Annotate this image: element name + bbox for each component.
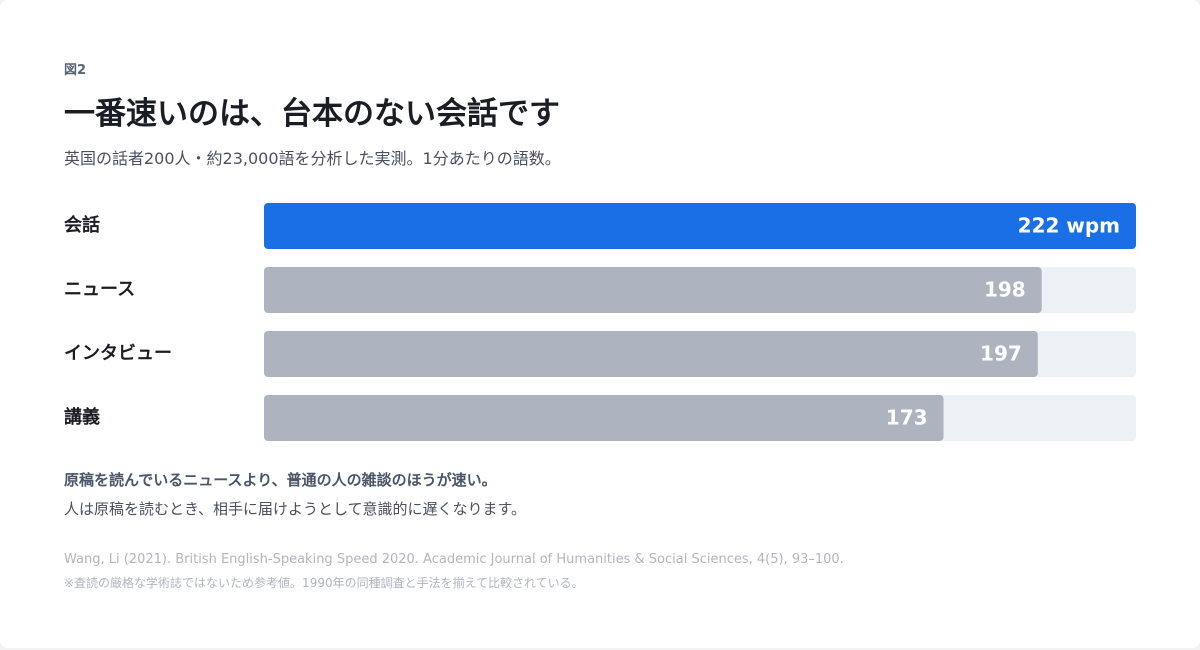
bar bbox=[264, 395, 944, 441]
category-label: インタビュー bbox=[64, 343, 172, 364]
bar bbox=[264, 331, 1038, 377]
note: ※査読の厳格な学術誌ではないため参考値。1990年の同種調査と手法を揃えて比較さ… bbox=[64, 576, 584, 590]
value-label: 197 bbox=[980, 342, 1022, 366]
bar bbox=[264, 203, 1136, 249]
bar bbox=[264, 267, 1042, 313]
takeaway: 原稿を読んでいるニュースより、普通の人の雑談のほうが速い。 bbox=[64, 471, 497, 489]
value-label: 222 wpm bbox=[1018, 214, 1120, 238]
source: Wang, Li (2021). British English-Speakin… bbox=[64, 552, 844, 567]
category-label: 会話 bbox=[64, 214, 100, 236]
chart: 会話 222 wpm ニュース 198 インタビュー 197 講義 173 bbox=[64, 203, 1136, 441]
category-label: 講義 bbox=[64, 406, 100, 428]
value-label: 173 bbox=[886, 406, 928, 430]
category-label: ニュース bbox=[64, 279, 135, 300]
value-label: 198 bbox=[984, 278, 1026, 302]
chart-subtitle: 英国の話者200人・約23,000語を分析した実測。1分あたりの語数。 bbox=[64, 149, 561, 168]
chart-title: 一番速いのは、台本のない会話です bbox=[64, 96, 560, 132]
figure-label: 図2 bbox=[64, 63, 87, 78]
takeaway-detail: 人は原稿を読むとき、相手に届けようとして意識的に遅くなります。 bbox=[64, 500, 527, 518]
